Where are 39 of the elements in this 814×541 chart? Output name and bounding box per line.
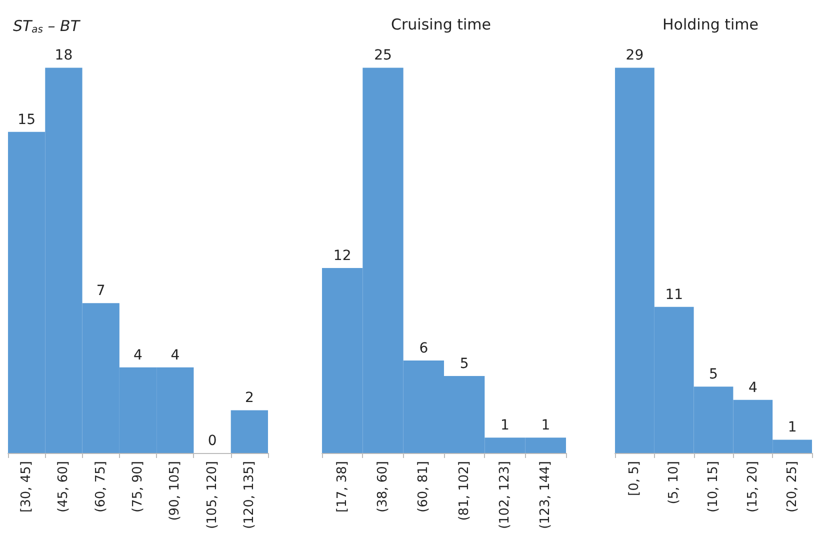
x-tick-label: (81, 102]: [456, 461, 472, 521]
data-label: 25: [374, 48, 392, 64]
x-tick-label: (105, 120]: [204, 461, 220, 530]
data-label: 6: [419, 340, 428, 357]
x-tick-label: (90, 105]: [168, 461, 183, 521]
x-tick-label: (45, 60]: [56, 461, 72, 512]
x-tick-label: (5, 10]: [666, 461, 682, 504]
data-label: 18: [54, 48, 73, 64]
x-tick-label: (60, 75]: [93, 461, 108, 512]
chart-title: Cruising time: [391, 16, 491, 34]
data-label: 12: [333, 248, 352, 264]
data-label: 1: [541, 418, 550, 434]
data-label: 4: [134, 347, 143, 364]
data-label: 5: [709, 366, 718, 383]
x-tick-label: (20, 25]: [784, 461, 800, 512]
data-label: 4: [170, 347, 180, 364]
data-label: 1: [500, 418, 510, 434]
data-label: 7: [96, 283, 106, 300]
x-tick-label: (123, 144]: [538, 461, 554, 530]
data-label: 1: [788, 420, 797, 436]
x-tick-label: [0, 5]: [627, 461, 642, 496]
data-label: 29: [626, 48, 644, 64]
data-label: 0: [208, 433, 217, 449]
data-label: 11: [665, 286, 684, 303]
x-tick-label: (102, 123]: [498, 461, 512, 530]
data-label: 5: [460, 356, 469, 372]
x-tick-label: (120, 135]: [242, 461, 257, 530]
data-label: 4: [748, 380, 758, 396]
data-label: 15: [18, 112, 36, 128]
x-tick-label: (60, 81]: [416, 461, 432, 512]
bar: [230, 410, 268, 453]
x-tick-label: (38, 60]: [376, 461, 390, 512]
x-tick-label: [17, 38]: [334, 461, 350, 512]
chart-title: Holding time: [662, 16, 758, 34]
data-label: 2: [244, 390, 254, 406]
x-tick-label: (75, 90]: [130, 461, 146, 512]
x-tick-label: (15, 20]: [745, 461, 760, 512]
x-tick-label: [30, 45]: [19, 461, 34, 512]
x-tick-label: (10, 15]: [706, 461, 721, 512]
